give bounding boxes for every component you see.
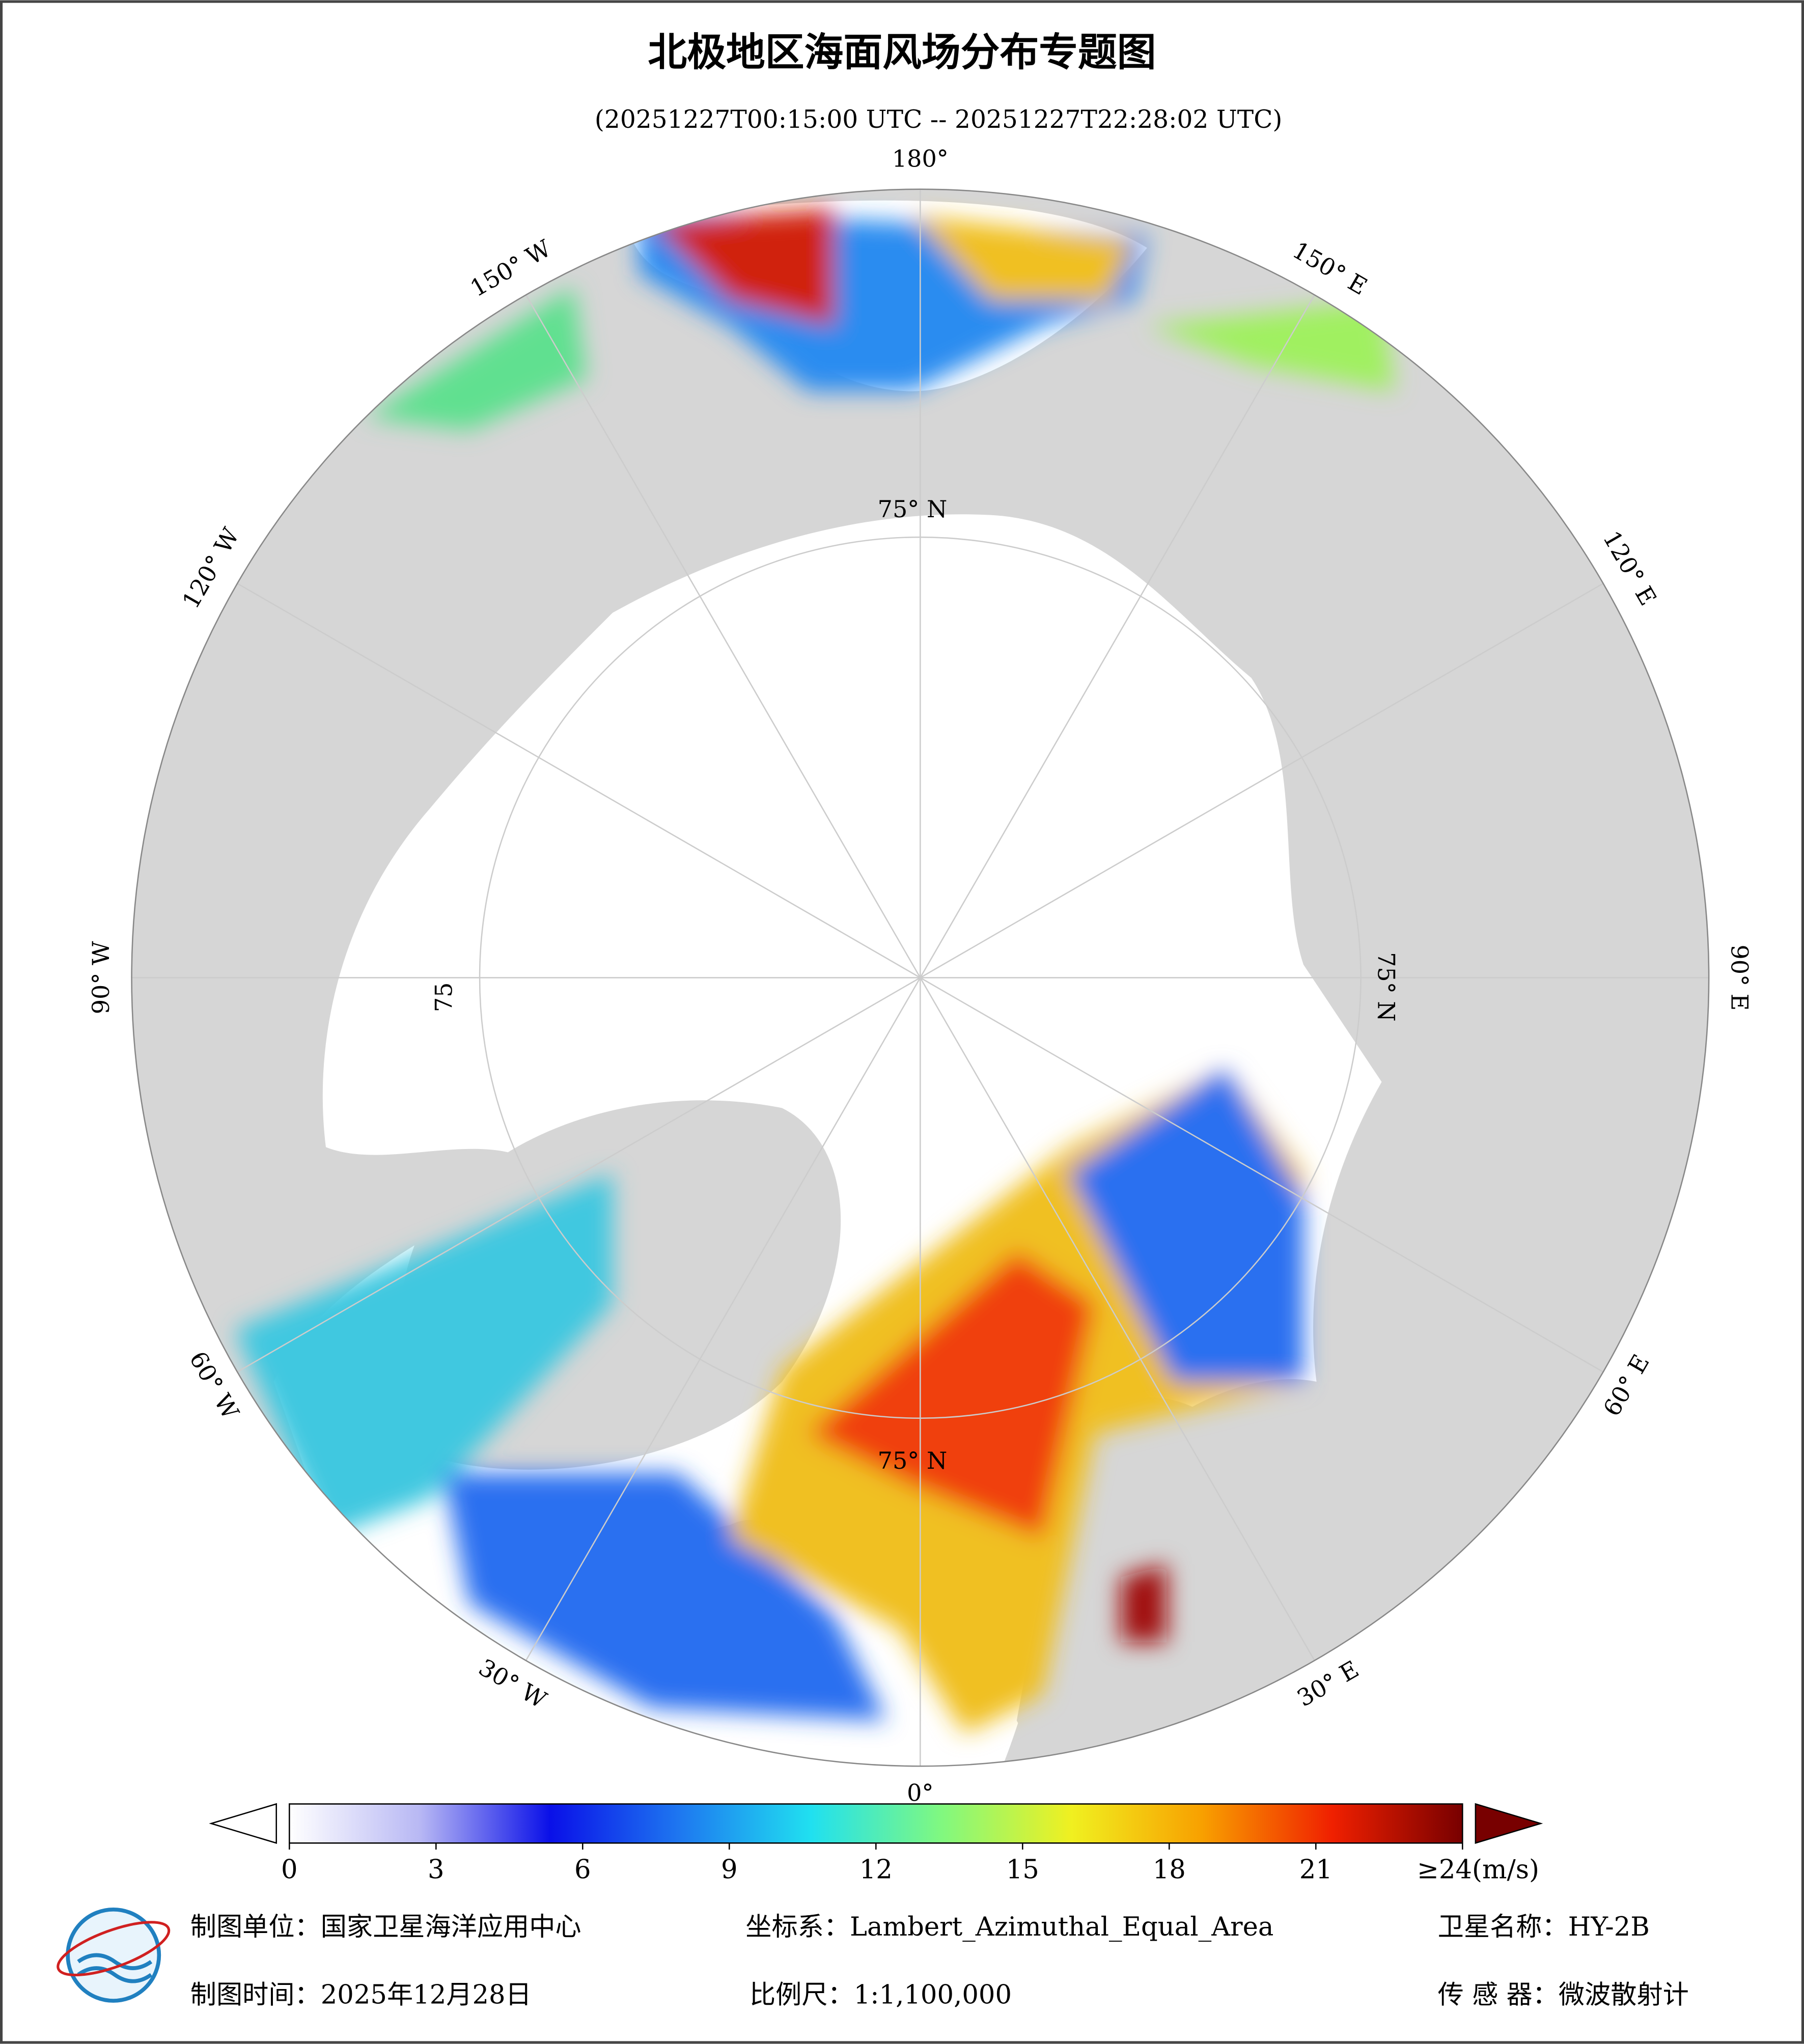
footer-scale: 比例尺：1:1,100,000 <box>750 1979 1012 2010</box>
footer-date: 制图时间：2025年12月28日 <box>190 1979 532 2010</box>
meridian <box>525 294 921 978</box>
colorbar-tick-label: 12 <box>859 1855 893 1885</box>
map-border <box>131 188 1710 1767</box>
lon-label: 90° E <box>1726 944 1753 1011</box>
colorbar: 0 3 6 9 12 15 18 21 ≥24(m/s) <box>209 1803 1543 1885</box>
lon-label: 0° <box>907 1779 933 1807</box>
title: 北极地区海面风场分布专题图 <box>648 30 1156 75</box>
subtitle: (20251227T00:15:00 UTC -- 20251227T22:28… <box>595 105 1282 134</box>
lat-label: 75 <box>430 983 458 1013</box>
colorbar-tick-label: 21 <box>1299 1855 1333 1885</box>
colorbar-tick-label: 3 <box>428 1855 445 1885</box>
colorbar-tick-label: 18 <box>1153 1855 1186 1885</box>
footer-sensor: 传 感 器：微波散射计 <box>1438 1979 1689 2010</box>
colorbar-under <box>209 1803 277 1844</box>
meridian <box>920 294 1315 978</box>
lon-label: 90° W <box>87 941 115 1014</box>
footer-crs: 坐标系：Lambert_Azimuthal_Equal_Area <box>745 1912 1273 1942</box>
colorbar-tick-label: 0 <box>281 1855 298 1885</box>
meridian <box>920 977 1315 1661</box>
footer-unit: 制图单位：国家卫星海洋应用中心 <box>190 1912 581 1942</box>
graticule <box>131 189 1709 1767</box>
lat-label: 75° N <box>1373 952 1400 1022</box>
colorbar-tick-label: 9 <box>721 1855 738 1885</box>
lat-label: 75° N <box>878 1447 948 1474</box>
logo <box>57 1908 171 2003</box>
colorbar-bar <box>289 1803 1463 1844</box>
meridian <box>920 582 1604 978</box>
wind-field <box>234 209 1395 1734</box>
colorbar-over <box>1475 1803 1543 1844</box>
meridian <box>920 977 1604 1373</box>
footer-satellite: 卫星名称：HY-2B <box>1438 1912 1650 1942</box>
meridian <box>237 582 921 978</box>
colorbar-tick-label: 15 <box>1006 1855 1039 1885</box>
colorbar-tick-label: 6 <box>574 1855 591 1885</box>
meridian <box>525 977 921 1661</box>
meridian <box>237 977 921 1373</box>
map <box>131 189 1709 1767</box>
lat-label: 75° N <box>878 495 948 523</box>
parallel <box>479 536 1362 1419</box>
lon-label: 180° <box>892 145 949 172</box>
colorbar-tick-label: ≥24(m/s) <box>1417 1855 1539 1885</box>
